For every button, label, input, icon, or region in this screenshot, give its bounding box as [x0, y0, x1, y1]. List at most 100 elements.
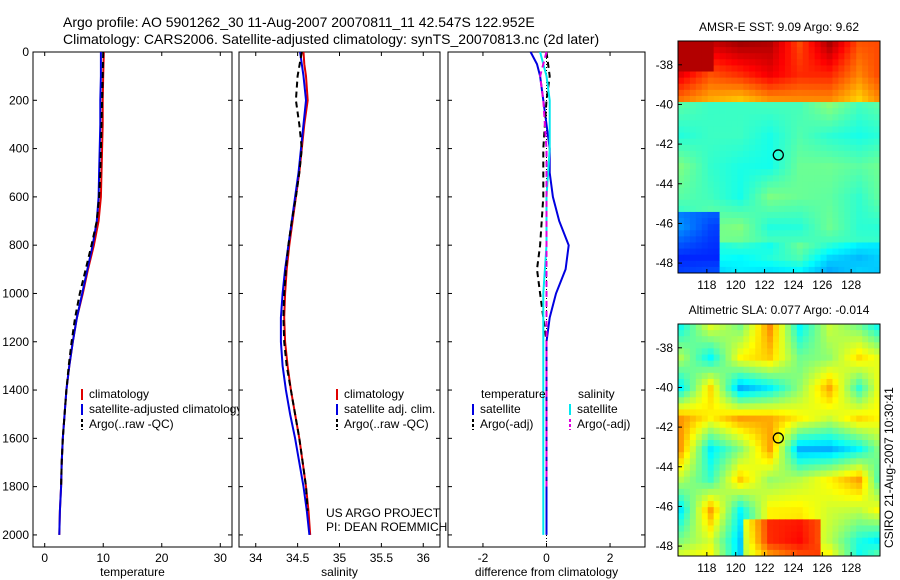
heatmap-cell — [790, 440, 798, 447]
heatmap-cell — [844, 53, 851, 60]
heatmap-cell — [808, 397, 816, 404]
heatmap-cell — [868, 391, 875, 398]
heatmap-cell — [814, 218, 821, 225]
heatmap-cell — [695, 525, 703, 532]
heatmap-cell — [743, 260, 750, 268]
heatmap-cell — [761, 488, 768, 496]
heatmap-cell — [820, 378, 827, 386]
heatmap-cell — [755, 507, 762, 514]
heatmap-cell — [761, 193, 768, 201]
heatmap-cell — [761, 464, 768, 471]
heatmap-cell — [713, 409, 720, 416]
heatmap-cell — [755, 187, 762, 195]
heatmap-cell — [701, 324, 709, 331]
heatmap-cell — [814, 366, 821, 374]
heatmap-cell — [731, 501, 738, 508]
heatmap-cell — [850, 236, 857, 243]
x-tick-label: 122 — [755, 278, 775, 292]
heatmap-cell — [826, 385, 833, 392]
legend-label: satellite-adjusted climatology — [89, 402, 242, 416]
heatmap-cell — [743, 330, 750, 337]
heatmap-cell — [689, 211, 697, 219]
heatmap-cell — [731, 260, 738, 268]
heatmap-cell — [856, 95, 863, 103]
heatmap-cell — [713, 330, 720, 337]
heatmap-cell — [737, 452, 744, 459]
heatmap-cell — [725, 403, 732, 410]
heatmap-cell — [796, 470, 804, 478]
heatmap-cell — [743, 89, 750, 97]
heatmap-cell — [701, 144, 709, 152]
heatmap-cell — [844, 102, 851, 109]
heatmap-cell — [850, 409, 857, 416]
y-tick-label: 0 — [22, 45, 29, 59]
heatmap-cell — [808, 433, 816, 441]
heatmap-cell — [868, 205, 875, 213]
heatmap-cell — [731, 409, 738, 416]
heatmap-cell — [731, 59, 738, 66]
heatmap-cell — [784, 354, 792, 362]
heatmap-cell — [719, 513, 726, 520]
heatmap-cell — [701, 354, 709, 362]
heatmap-cell — [689, 175, 697, 182]
heatmap-cell — [737, 211, 744, 219]
heatmap-cell — [731, 150, 738, 158]
heatmap-cell — [790, 519, 798, 526]
heatmap-cell — [832, 163, 839, 170]
heatmap-cell — [820, 458, 827, 465]
heatmap-cell — [862, 126, 869, 133]
heatmap-cell — [767, 470, 774, 478]
heatmap-cell — [767, 157, 774, 164]
heatmap-cell — [838, 330, 845, 337]
heatmap-cell — [773, 132, 780, 140]
heatmap-cell — [761, 120, 768, 127]
heatmap-cell — [731, 144, 738, 152]
heatmap-cell — [790, 236, 798, 243]
heatmap-cell — [802, 494, 810, 502]
heatmap-cell — [743, 230, 750, 237]
heatmap-cell — [743, 324, 750, 331]
heatmap-cell — [844, 427, 851, 435]
heatmap-cell — [743, 53, 750, 60]
heatmap-cell — [725, 150, 732, 158]
heatmap-cell — [743, 199, 750, 207]
heatmap-cell — [737, 41, 744, 48]
heatmap-cell — [731, 525, 738, 532]
heatmap-cell — [737, 114, 744, 121]
heatmap-cell — [767, 482, 774, 490]
heatmap-cell — [802, 187, 810, 195]
heatmap-cell — [820, 537, 827, 545]
heatmap-cell — [725, 138, 732, 146]
heatmap-cell — [755, 181, 762, 188]
heatmap-cell — [743, 95, 750, 103]
heatmap-cell — [725, 157, 732, 164]
heatmap-cell — [814, 224, 821, 231]
heatmap-cell — [755, 132, 762, 140]
heatmap-cell — [832, 482, 839, 490]
heatmap-cell — [749, 120, 756, 127]
heatmap-cell — [773, 89, 780, 97]
heatmap-cell — [731, 458, 738, 465]
heatmap-cell — [820, 336, 827, 343]
heatmap-cell — [826, 260, 833, 268]
heatmap-cell — [707, 236, 715, 243]
heatmap-cell — [868, 157, 875, 164]
heatmap-cell — [713, 169, 720, 176]
heatmap-cell — [678, 47, 685, 54]
heatmap-cell — [761, 236, 768, 243]
heatmap-cell — [784, 248, 792, 256]
heatmap-cell — [761, 397, 768, 404]
heatmap-cell — [838, 537, 845, 545]
heatmap-cell — [850, 205, 857, 213]
heatmap-cell — [689, 513, 697, 520]
heatmap-cell — [707, 211, 715, 219]
heatmap-cell — [713, 427, 720, 435]
series-line — [539, 51, 548, 487]
heatmap-cell — [779, 95, 786, 103]
x-tick-label: 128 — [841, 278, 861, 292]
x-tick-label: 0 — [41, 551, 48, 565]
heatmap-cell — [844, 470, 851, 478]
heatmap-cell — [713, 193, 720, 201]
heatmap-cell — [779, 397, 786, 404]
heatmap-cell — [683, 360, 691, 368]
